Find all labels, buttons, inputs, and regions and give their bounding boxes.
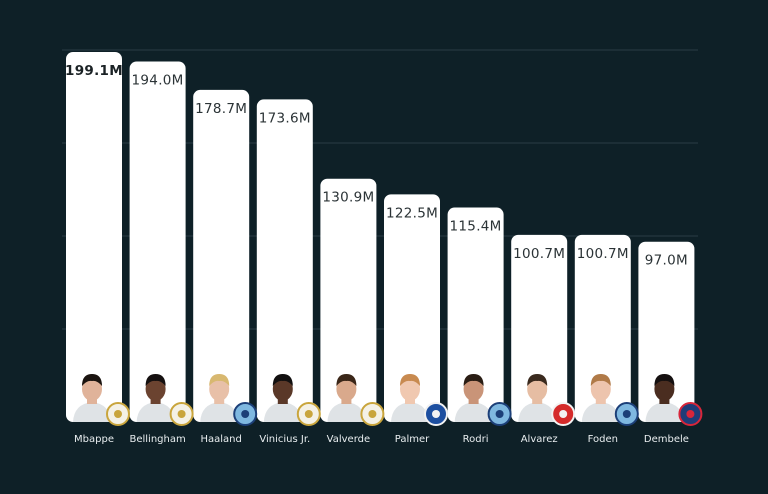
bar-value-label: 173.6M <box>259 110 311 126</box>
category-label: Bellingham <box>129 434 185 445</box>
category-label: Rodri <box>463 434 489 445</box>
player-photo <box>454 374 493 422</box>
bar <box>574 234 631 422</box>
manchester-city-badge <box>233 402 258 426</box>
bar <box>384 194 440 422</box>
bar-value-label: 115.4M <box>450 219 502 235</box>
category-label: Foden <box>588 434 618 445</box>
bar-value-label: 122.5M <box>386 205 438 221</box>
atletico-madrid-badge <box>551 402 576 426</box>
category-label: Dembele <box>644 434 689 445</box>
real-madrid-badge <box>169 402 194 426</box>
bar <box>129 61 186 422</box>
bar <box>66 52 122 422</box>
player-photo <box>391 374 429 422</box>
category-label: Mbappe <box>74 434 114 445</box>
bar-value-label: 130.9M <box>322 190 374 206</box>
player-photo <box>581 374 620 422</box>
bar <box>193 89 250 423</box>
player-photo <box>518 374 557 422</box>
bar-value-label: 100.7M <box>577 246 629 262</box>
bar <box>638 241 695 422</box>
psg-badge <box>678 402 703 426</box>
real-madrid-badge <box>296 402 321 426</box>
bars <box>66 52 695 423</box>
real-madrid-badge <box>360 402 385 426</box>
bar <box>256 99 313 422</box>
category-labels: Mbappe Bellingham Haaland Vinicius Jr. Valve… <box>74 434 689 445</box>
chelsea-badge <box>424 402 448 426</box>
player-photo <box>200 374 239 422</box>
category-label: Valverde <box>327 434 370 445</box>
bar-value-label: 194.0M <box>132 72 184 88</box>
category-label: Palmer <box>395 434 430 445</box>
value-labels: 199.1M 194.0M 178.7M 173.6M 130.9M 122.5M 115.… <box>65 63 688 269</box>
bar <box>320 178 377 422</box>
bar-value-label: 100.7M <box>513 246 565 262</box>
real-madrid-badge <box>106 402 130 426</box>
player-photo <box>136 374 175 422</box>
player-photos <box>73 374 703 426</box>
manchester-city-badge <box>487 402 512 426</box>
player-photo <box>263 374 302 422</box>
category-label: Haaland <box>201 434 242 445</box>
player-photo <box>645 374 684 422</box>
category-label: Vinicius Jr. <box>259 434 310 445</box>
bar-value-label: 199.1M <box>65 63 123 79</box>
category-label: Alvarez <box>521 434 558 445</box>
player-photo <box>327 374 366 422</box>
player-photo <box>73 374 111 422</box>
manchester-city-badge <box>614 402 639 426</box>
bar-value-label: 178.7M <box>195 101 247 117</box>
bar <box>447 207 504 422</box>
bar-value-label: 97.0M <box>645 253 688 269</box>
bar <box>511 234 568 422</box>
